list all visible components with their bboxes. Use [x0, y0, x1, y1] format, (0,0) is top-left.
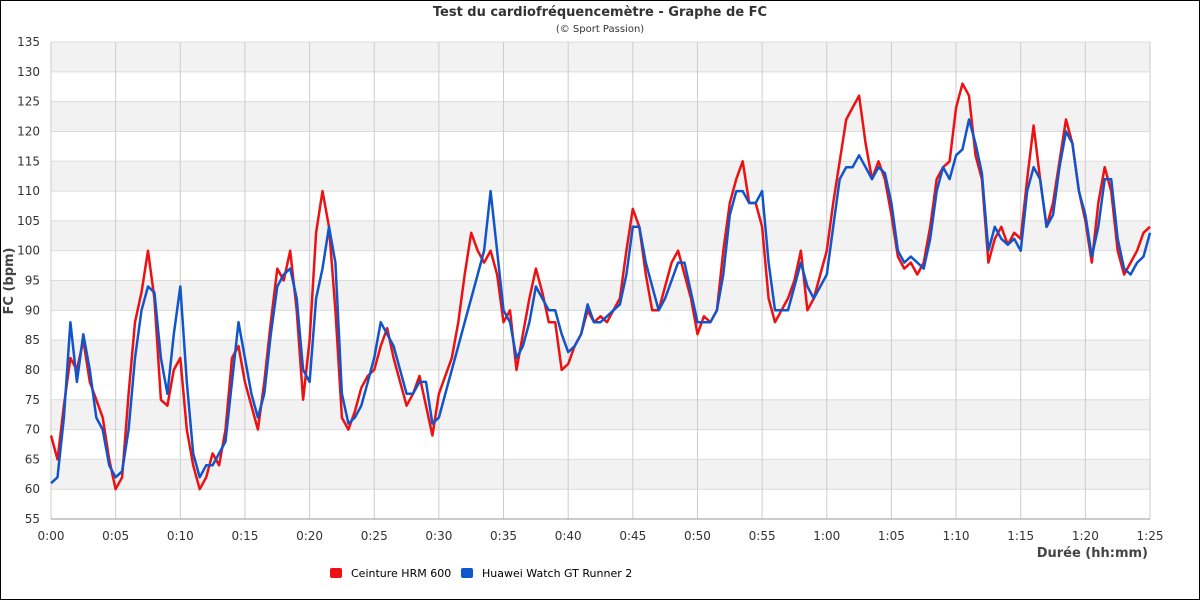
y-tick-label: 60	[25, 482, 40, 496]
grid-lines	[50, 41, 1151, 520]
y-tick-label: 115	[17, 154, 40, 168]
x-tick-label: 1:05	[878, 529, 905, 543]
y-tick-label: 100	[17, 244, 40, 258]
chart-title: Test du cardiofréquencemètre - Graphe de…	[433, 5, 767, 20]
grid-band	[51, 399, 1150, 430]
y-axis-label: FC (bpm)	[2, 248, 17, 315]
x-tick-label: 1:25	[1137, 529, 1164, 543]
y-tick-label: 70	[25, 423, 40, 437]
y-tick-label: 90	[25, 303, 40, 317]
grid-band	[51, 459, 1150, 490]
x-tick-label: 0:40	[555, 529, 582, 543]
x-tick-labels: 0:00 0:05 0:10 0:15 0:20 0:25 0:30 0:35 0:40 0:45…	[38, 529, 1164, 543]
x-axis-label: Durée (hh:mm)	[1037, 546, 1148, 561]
y-tick-label: 135	[17, 35, 40, 49]
x-tick-label: 1:15	[1007, 529, 1034, 543]
legend-label: Ceinture HRM 600	[351, 567, 451, 580]
x-tick-label: 0:15	[231, 529, 258, 543]
x-tick-label: 0:45	[619, 529, 646, 543]
grid-band	[51, 101, 1150, 132]
y-tick-label: 130	[17, 65, 40, 79]
grid-band	[51, 42, 1150, 72]
legend-item-huawei[interactable]: Huawei Watch GT Runner 2	[461, 567, 632, 580]
grid-band	[51, 340, 1150, 370]
y-tick-label: 125	[17, 95, 40, 109]
legend-swatch-red	[330, 568, 342, 578]
y-tick-label: 65	[25, 452, 40, 466]
legend-swatch-blue	[461, 568, 473, 578]
y-tick-label: 85	[25, 333, 40, 347]
y-tick-label: 80	[25, 363, 40, 377]
grid-band	[51, 161, 1150, 192]
x-tick-label: 0:00	[38, 529, 65, 543]
x-tick-label: 0:05	[102, 529, 129, 543]
legend-item-hrm600[interactable]: Ceinture HRM 600	[330, 567, 451, 580]
y-tick-label: 105	[17, 214, 40, 228]
x-tick-label: 1:00	[813, 529, 840, 543]
y-tick-label: 55	[25, 512, 40, 526]
y-tick-label: 120	[17, 124, 40, 138]
legend-label: Huawei Watch GT Runner 2	[482, 567, 632, 580]
y-tick-labels: 55 60 65 70 75 80 85 90 95 100 105 110 115 120 125 130 1…	[17, 35, 40, 526]
x-tick-label: 0:55	[749, 529, 776, 543]
series-lines	[49, 82, 1152, 491]
x-tick-label: 0:20	[296, 529, 323, 543]
x-tick-label: 1:10	[943, 529, 970, 543]
x-tick-label: 0:25	[361, 529, 388, 543]
grid-band	[51, 280, 1150, 311]
y-tick-label: 95	[25, 274, 40, 288]
chart-subtitle: (© Sport Passion)	[556, 24, 644, 35]
x-tick-label: 1:20	[1072, 529, 1099, 543]
x-tick-label: 0:50	[684, 529, 711, 543]
series-line-huawei	[50, 118, 1152, 485]
grid-band	[51, 220, 1150, 251]
x-tick-label: 0:30	[425, 529, 452, 543]
y-tick-label: 110	[17, 184, 40, 198]
y-tick-label: 75	[25, 393, 40, 407]
x-tick-label: 0:35	[490, 529, 517, 543]
x-tick-label: 0:10	[167, 529, 194, 543]
